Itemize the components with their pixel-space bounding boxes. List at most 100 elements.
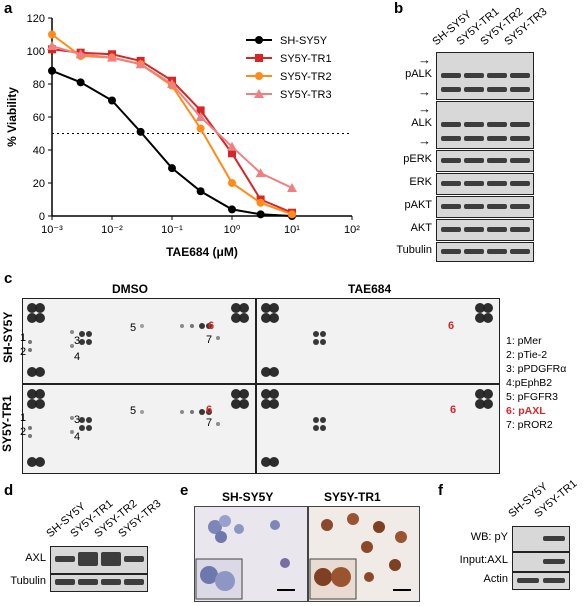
band [441,181,461,186]
spot-4-a: 4 [74,351,81,363]
blot-f-label-Actin: Actin [483,573,508,585]
band [487,181,507,186]
band [124,579,144,585]
spot-pdgfr [320,417,326,423]
array-spot [28,426,32,430]
band [464,158,484,163]
marker-1: 1: pMer [506,335,542,347]
point-SY5Y-TR2-0 [48,30,56,39]
y-tick-label-40: 40 [33,145,45,157]
reference-spot [261,367,271,377]
reference-spot [35,389,45,399]
blot-b-ALK [436,101,534,149]
header-tae684: TAE684 [348,282,392,296]
y-axis-label: % Viability [5,87,19,147]
panel-b-label: b [394,0,404,17]
point-SH-SY5Y-3 [136,127,145,136]
reference-spot [27,367,37,377]
reference-spot [475,303,485,313]
band [510,158,530,163]
viability-chart: 0 20 40 60 80 100 120 10⁻³ 10⁻² 10⁻¹ 10⁰ 10¹ 10² TAE6… [5,13,360,259]
array-spot [28,434,32,438]
reference-spot [483,399,493,409]
reference-spot [261,303,271,313]
band [464,181,484,186]
reference-spot [475,399,485,409]
array-spot [190,410,194,414]
reference-spot [27,399,37,409]
point-SY5Y-TR2-5 [196,124,205,133]
reference-spot [35,303,45,313]
band [441,136,461,141]
band [441,73,461,78]
blot-b-Tubulin [436,242,534,262]
point-SY5Y-TR3-0 [47,41,57,51]
y-tick-label-0: 0 [39,211,45,223]
point-SY5Y-TR2-6 [228,179,236,187]
array-spot [140,324,144,328]
array-spot [70,344,74,348]
x-axis-label: TAE684 (μM) [166,245,238,259]
legend-label-SH-SY5Y: SH-SY5Y [280,35,328,47]
blot-b-pAKT [436,196,534,218]
band [487,87,507,92]
blot-b-ERK [436,173,534,195]
blot-f-WB: pY [512,526,570,552]
point-SH-SY5Y-2 [108,96,116,105]
blot-arrow: → [418,133,431,148]
reference-spot [35,457,45,467]
x-tick-label-4: 10¹ [284,224,300,236]
blot-f-Actin [512,572,570,590]
spot-7-c: 7 [206,417,213,429]
panel-c-label: c [4,270,13,287]
band [510,181,530,186]
band [441,122,461,127]
array-spot [28,340,32,344]
point-SY5Y-TR3-1 [75,49,86,59]
point-SY5Y-TR3-2 [107,52,117,62]
spot-pdgfr [313,417,319,423]
band [441,249,461,254]
panel-f-label: f [438,482,443,499]
band [510,204,530,209]
spot-pdgfr [86,417,92,423]
reference-spot [239,303,249,313]
x-tick-label-5: 10² [344,224,360,236]
reference-spot [261,457,271,467]
reference-spot [231,303,241,313]
ihc-image-sy5ytr1 [308,506,420,602]
blot-b-pALK [436,52,534,100]
reference-spot [269,399,279,409]
spot-pdgfr [313,339,319,345]
array-spot [28,348,32,352]
blot-b-label-ERK: ERK [409,176,432,188]
marker-2: 2: pTie-2 [506,349,548,361]
band [510,136,530,141]
blot-d-label-Tubulin: Tubulin [10,575,46,587]
ihc-cells-shsy5y [195,515,295,600]
point-SH-SY5Y-6 [228,205,236,214]
band [487,136,507,141]
band [101,552,121,566]
band [441,87,461,92]
band [464,87,484,92]
spot-2-a: 2 [20,346,27,358]
y-tick-label-100: 100 [27,46,45,58]
blot-b-pERK [436,150,534,172]
reference-spot [27,313,37,323]
spot-6-d: 6 [450,404,457,416]
legend-marker-SY5Y-TR1 [255,54,263,62]
reference-spot [27,303,37,313]
array-sy5ytr1-tae684 [256,384,500,474]
ihc-cells-sy5ytr1 [309,513,411,600]
blot-arrow: → [418,101,431,116]
blot-f-label-WB: pY: WB: pY [470,531,508,543]
band [510,73,530,78]
band [78,552,98,566]
y-tick-label-120: 120 [27,13,45,25]
array-spot [190,324,194,328]
header-e-sy5ytr1: SY5Y-TR1 [324,490,381,504]
spot-pdgfr [86,339,92,345]
blot-b-label-pERK: pERK [403,153,432,165]
point-SH-SY5Y-0 [48,66,56,75]
